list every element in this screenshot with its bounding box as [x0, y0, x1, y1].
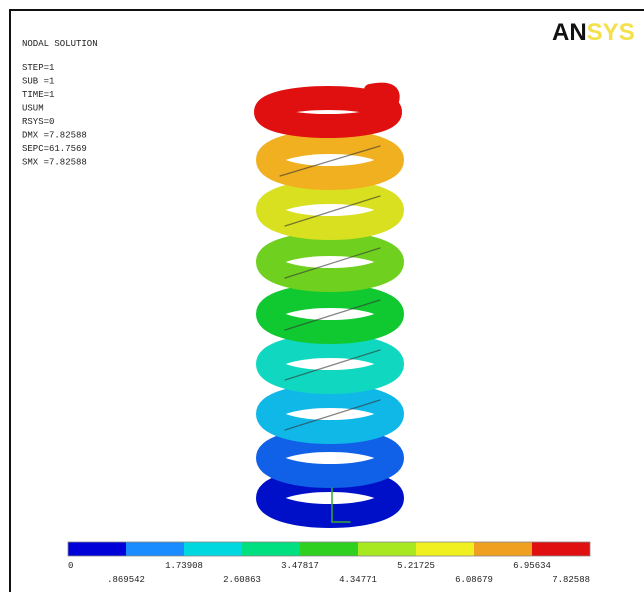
- info-line: STEP=1: [22, 63, 54, 73]
- legend-band: [474, 542, 532, 556]
- legend-label: 1.73908: [165, 561, 203, 571]
- info-line: SEPC=61.7569: [22, 144, 87, 154]
- info-line: TIME=1: [22, 90, 54, 100]
- info-line: SMX =7.82588: [22, 158, 87, 168]
- info-line: DMX =7.82588: [22, 131, 87, 141]
- screen: NODAL SOLUTION STEP=1 SUB =1 TIME=1 USUM RSY…: [0, 0, 644, 592]
- legend-band: [416, 542, 474, 556]
- legend-band: [300, 542, 358, 556]
- info-line: RSYS=0: [22, 117, 54, 127]
- legend-label: 3.47817: [281, 561, 319, 571]
- info-line: SUB =1: [22, 77, 54, 87]
- legend-band: [126, 542, 184, 556]
- legend-band: [242, 542, 300, 556]
- legend-label: 4.34771: [339, 575, 377, 585]
- logo-part: SYS: [587, 19, 635, 46]
- legend-band: [184, 542, 242, 556]
- solution-title: NODAL SOLUTION: [22, 39, 98, 49]
- info-line: USUM: [22, 104, 44, 114]
- legend-label: 5.21725: [397, 561, 435, 571]
- legend-label: 6.08679: [455, 575, 493, 585]
- legend-label: 6.95634: [513, 561, 551, 571]
- legend-band: [68, 542, 126, 556]
- logo-part: AN: [552, 19, 587, 46]
- legend-label: .869542: [107, 575, 145, 585]
- legend-band: [358, 542, 416, 556]
- legend-label: 2.60863: [223, 575, 261, 585]
- legend-band: [532, 542, 590, 556]
- logo: ANSYS: [552, 19, 635, 46]
- legend-label: 0: [68, 561, 73, 571]
- legend-label: 7.82588: [552, 575, 590, 585]
